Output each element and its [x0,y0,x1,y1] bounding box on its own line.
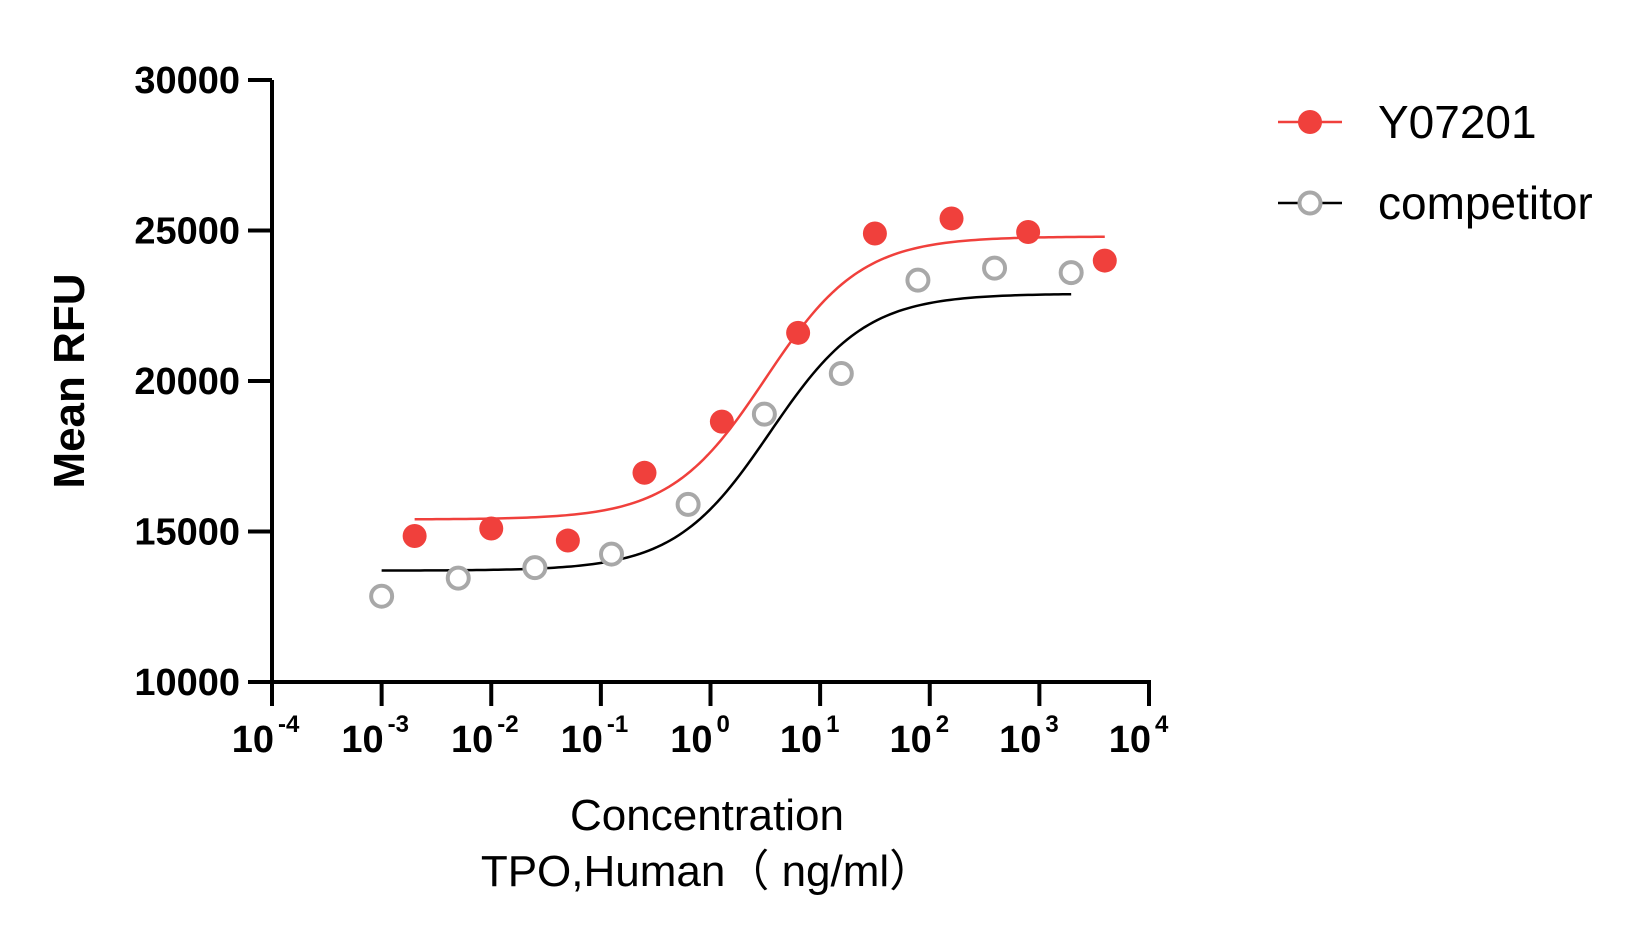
point-competitor [905,267,931,293]
x-tick-label: 10 [999,719,1041,761]
x-tick-exponent: -1 [607,711,628,738]
point-competitor [675,491,701,517]
point-y07201 [1016,220,1041,244]
point-y07201 [709,409,734,434]
fit-curves [381,235,1105,572]
point-y07201 [402,524,427,549]
point-y07201 [939,206,964,231]
x-tick-exponent: 1 [826,711,839,738]
x-tick-exponent: 2 [936,711,949,738]
x-tick-label: 10 [561,719,603,761]
data-points [369,206,1117,609]
point-competitor [982,255,1008,281]
legend-label-y07201: Y07201 [1378,96,1537,148]
point-y07201 [632,460,657,485]
legend-label-competitor: competitor [1378,177,1593,229]
x-tick-label: 10 [1109,719,1151,761]
point-competitor [828,360,854,386]
x-tick-exponent: -2 [497,711,518,738]
y-axis-label: Mean RFU [45,273,94,488]
point-y07201 [555,528,580,553]
x-tick-label: 10 [889,719,931,761]
x-tick-exponent: 4 [1155,711,1169,738]
legend-marker-competitor [1297,190,1323,216]
x-tick-label: 10 [780,719,822,761]
x-tick-label: 10 [341,719,383,761]
fit-curve-y07201 [414,235,1105,521]
legend: Y07201 competitor [1278,96,1593,229]
point-competitor [522,555,548,581]
x-tick-exponent: -4 [278,711,300,738]
point-y07201 [1092,248,1117,273]
y-tick-label: 20000 [134,361,240,403]
point-y07201 [786,320,811,345]
x-axis-label-line2: TPO,Human（ ng/ml） [481,847,933,896]
point-competitor [751,401,777,427]
x-tick-label: 10 [232,719,274,761]
point-competitor [445,565,471,591]
point-competitor [369,583,395,609]
y-tick-label: 10000 [134,662,240,704]
x-tick-exponent: 0 [717,711,730,738]
x-tick-exponent: 3 [1045,711,1058,738]
point-competitor [1058,260,1084,286]
fit-curve-competitor [381,292,1072,572]
x-tick-exponent: -3 [388,711,409,738]
y-tick-label: 30000 [134,60,240,102]
point-y07201 [862,221,887,246]
y-tick-label: 15000 [134,512,240,554]
y-tick-label: 25000 [134,211,240,253]
x-tick-label: 10 [670,719,712,761]
legend-marker-y07201 [1298,110,1322,134]
point-competitor [599,541,624,567]
x-tick-label: 10 [451,719,493,761]
point-y07201 [479,516,504,541]
x-axis-label: Concentration [570,791,844,840]
